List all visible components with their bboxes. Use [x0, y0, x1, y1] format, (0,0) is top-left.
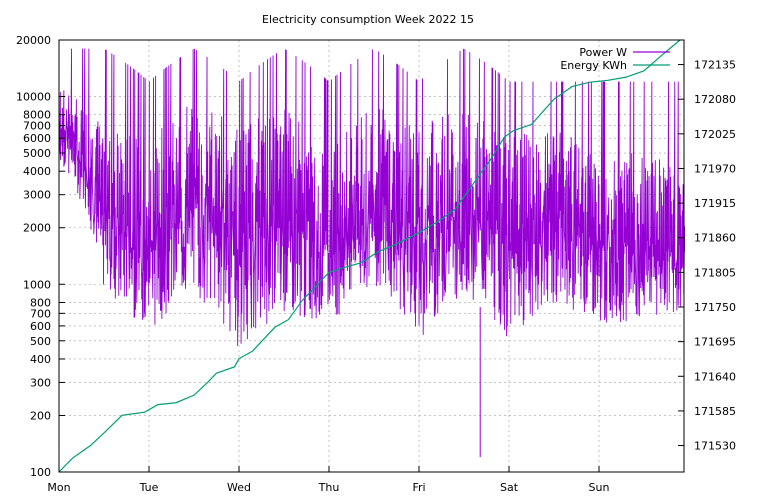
- left-tick-label: 5000: [23, 147, 51, 160]
- left-tick-label: 3000: [23, 189, 51, 202]
- x-tick-label: Sat: [500, 481, 519, 494]
- right-tick-label: 171585: [694, 405, 736, 418]
- right-tick-label: 171530: [694, 440, 736, 453]
- energy-line: [58, 39, 681, 473]
- plot-frame: [58, 39, 685, 473]
- left-tick-label: 700: [30, 307, 51, 320]
- power-series: [58, 48, 685, 458]
- left-tick-label: 100: [30, 466, 51, 479]
- left-tick-label: 1000: [23, 278, 51, 291]
- right-tick-label: 172135: [694, 59, 736, 72]
- right-tick-label: 171805: [694, 266, 736, 279]
- legend-label: Power W: [579, 46, 627, 59]
- right-tick-label: 171640: [694, 370, 736, 383]
- right-tick-label: 171750: [694, 301, 736, 314]
- left-tick-label: 8000: [23, 109, 51, 122]
- left-tick-label: 4000: [23, 165, 51, 178]
- left-tick-label: 7000: [23, 120, 51, 133]
- right-tick-label: 171860: [694, 232, 736, 245]
- x-tick-label: Sun: [589, 481, 610, 494]
- right-tick-label: 171695: [694, 336, 736, 349]
- legend-label: Energy KWh: [560, 59, 627, 72]
- left-tick-label: 200: [30, 409, 51, 422]
- chart-title: Electricity consumption Week 2022 15: [262, 13, 474, 26]
- x-tick-label: Fri: [412, 481, 425, 494]
- x-tick-label: Wed: [227, 481, 251, 494]
- right-tick-label: 171915: [694, 197, 736, 210]
- power-line: [58, 48, 685, 346]
- x-tick-label: Mon: [47, 481, 70, 494]
- x-tick-label: Thu: [318, 481, 340, 494]
- energy-series: [58, 39, 681, 473]
- left-tick-label: 300: [30, 376, 51, 389]
- left-tick-label: 2000: [23, 222, 51, 235]
- right-tick-label: 171970: [694, 162, 736, 175]
- left-tick-label: 400: [30, 353, 51, 366]
- left-tick-label: 6000: [23, 132, 51, 145]
- left-tick-label: 800: [30, 296, 51, 309]
- x-tick-label: Tue: [139, 481, 159, 494]
- left-tick-label: 600: [30, 320, 51, 333]
- right-tick-label: 172080: [694, 93, 736, 106]
- left-tick-label: 500: [30, 335, 51, 348]
- left-tick-label: 10000: [16, 91, 51, 104]
- right-tick-label: 172025: [694, 128, 736, 141]
- left-tick-label: 20000: [16, 34, 51, 47]
